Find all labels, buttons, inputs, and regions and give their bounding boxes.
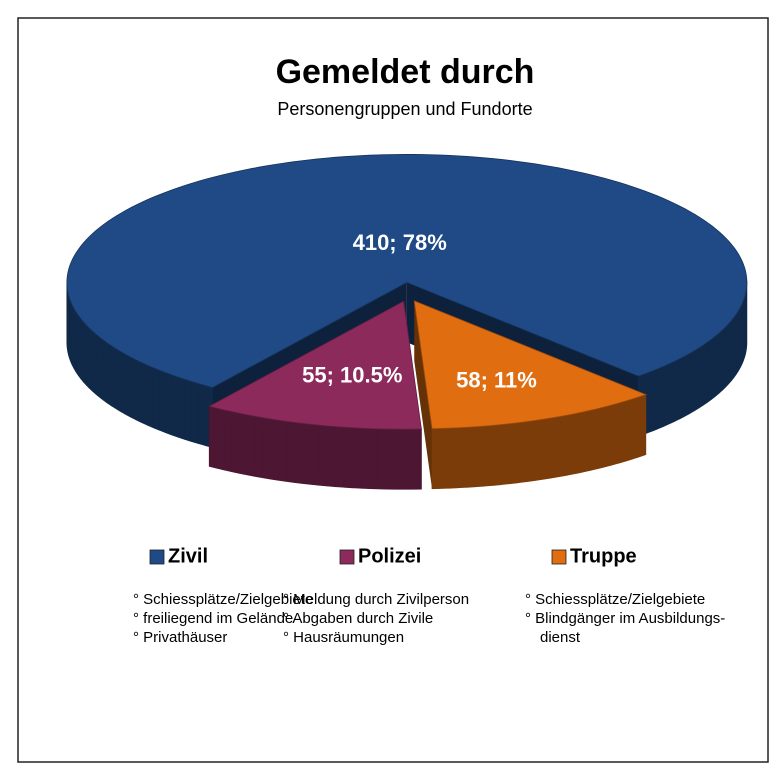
pie-slice: [413, 300, 647, 430]
legend-note: ° Abgaben durch Zivile: [283, 610, 433, 627]
legend-swatch: [551, 549, 567, 565]
legend-note: ° Hausräumungen: [283, 629, 404, 646]
pie-slice: [66, 154, 748, 388]
chart-title: Gemeldet durch: [276, 53, 535, 91]
legend-label: Truppe: [570, 545, 637, 567]
data-label: 58; 11%: [456, 368, 537, 393]
slice-side: [66, 280, 748, 448]
legend-label: Polizei: [358, 545, 421, 567]
data-label: 410; 78%: [353, 230, 447, 255]
legend-note: ° Blindgänger im Ausbildungs-: [525, 610, 725, 627]
slice-side: [208, 405, 422, 490]
legend-label: Zivil: [168, 545, 208, 567]
slice-wall: [414, 300, 433, 489]
data-label: 55; 10.5%: [302, 363, 402, 388]
legend-note: ° Privathäuser: [133, 629, 227, 646]
slice-side: [431, 394, 647, 490]
pie-slice: [208, 300, 422, 430]
legend-note: ° Schiessplätze/Zielgebiete: [133, 591, 313, 608]
legend-note: ° Schiessplätze/Zielgebiete: [525, 591, 705, 608]
legend-note: ° Meldung durch Zivilperson: [283, 591, 469, 608]
chart-subtitle: Personengruppen und Fundorte: [277, 99, 532, 119]
legend-swatch: [149, 549, 165, 565]
legend-swatch: [339, 549, 355, 565]
legend-note: dienst: [540, 629, 581, 646]
legend-note: ° freiliegend im Gelände: [133, 610, 293, 627]
